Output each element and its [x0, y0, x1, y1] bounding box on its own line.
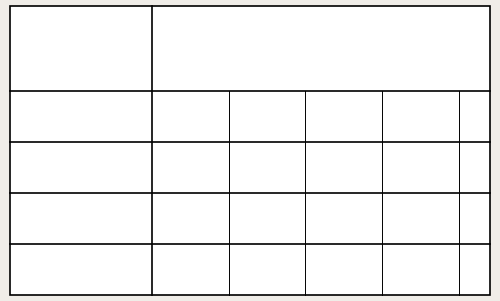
- Text: 3: 3: [75, 210, 86, 227]
- Text: 20: 20: [448, 67, 470, 84]
- Text: Percentage of samples: Percentage of samples: [237, 14, 404, 28]
- Bar: [152, 152, 213, 183]
- Text: 2: 2: [75, 159, 86, 176]
- Text: containing B. coli in 1 c.cm.: containing B. coli in 1 c.cm.: [218, 35, 424, 49]
- Bar: [152, 101, 474, 132]
- Text: 5: 5: [223, 67, 234, 84]
- Text: 1: 1: [75, 108, 86, 125]
- Text: 4: 4: [75, 261, 86, 278]
- Bar: [152, 203, 367, 234]
- Text: District No.: District No.: [38, 42, 124, 56]
- Text: 15: 15: [371, 67, 394, 84]
- Bar: [152, 254, 444, 285]
- Text: 10: 10: [294, 67, 316, 84]
